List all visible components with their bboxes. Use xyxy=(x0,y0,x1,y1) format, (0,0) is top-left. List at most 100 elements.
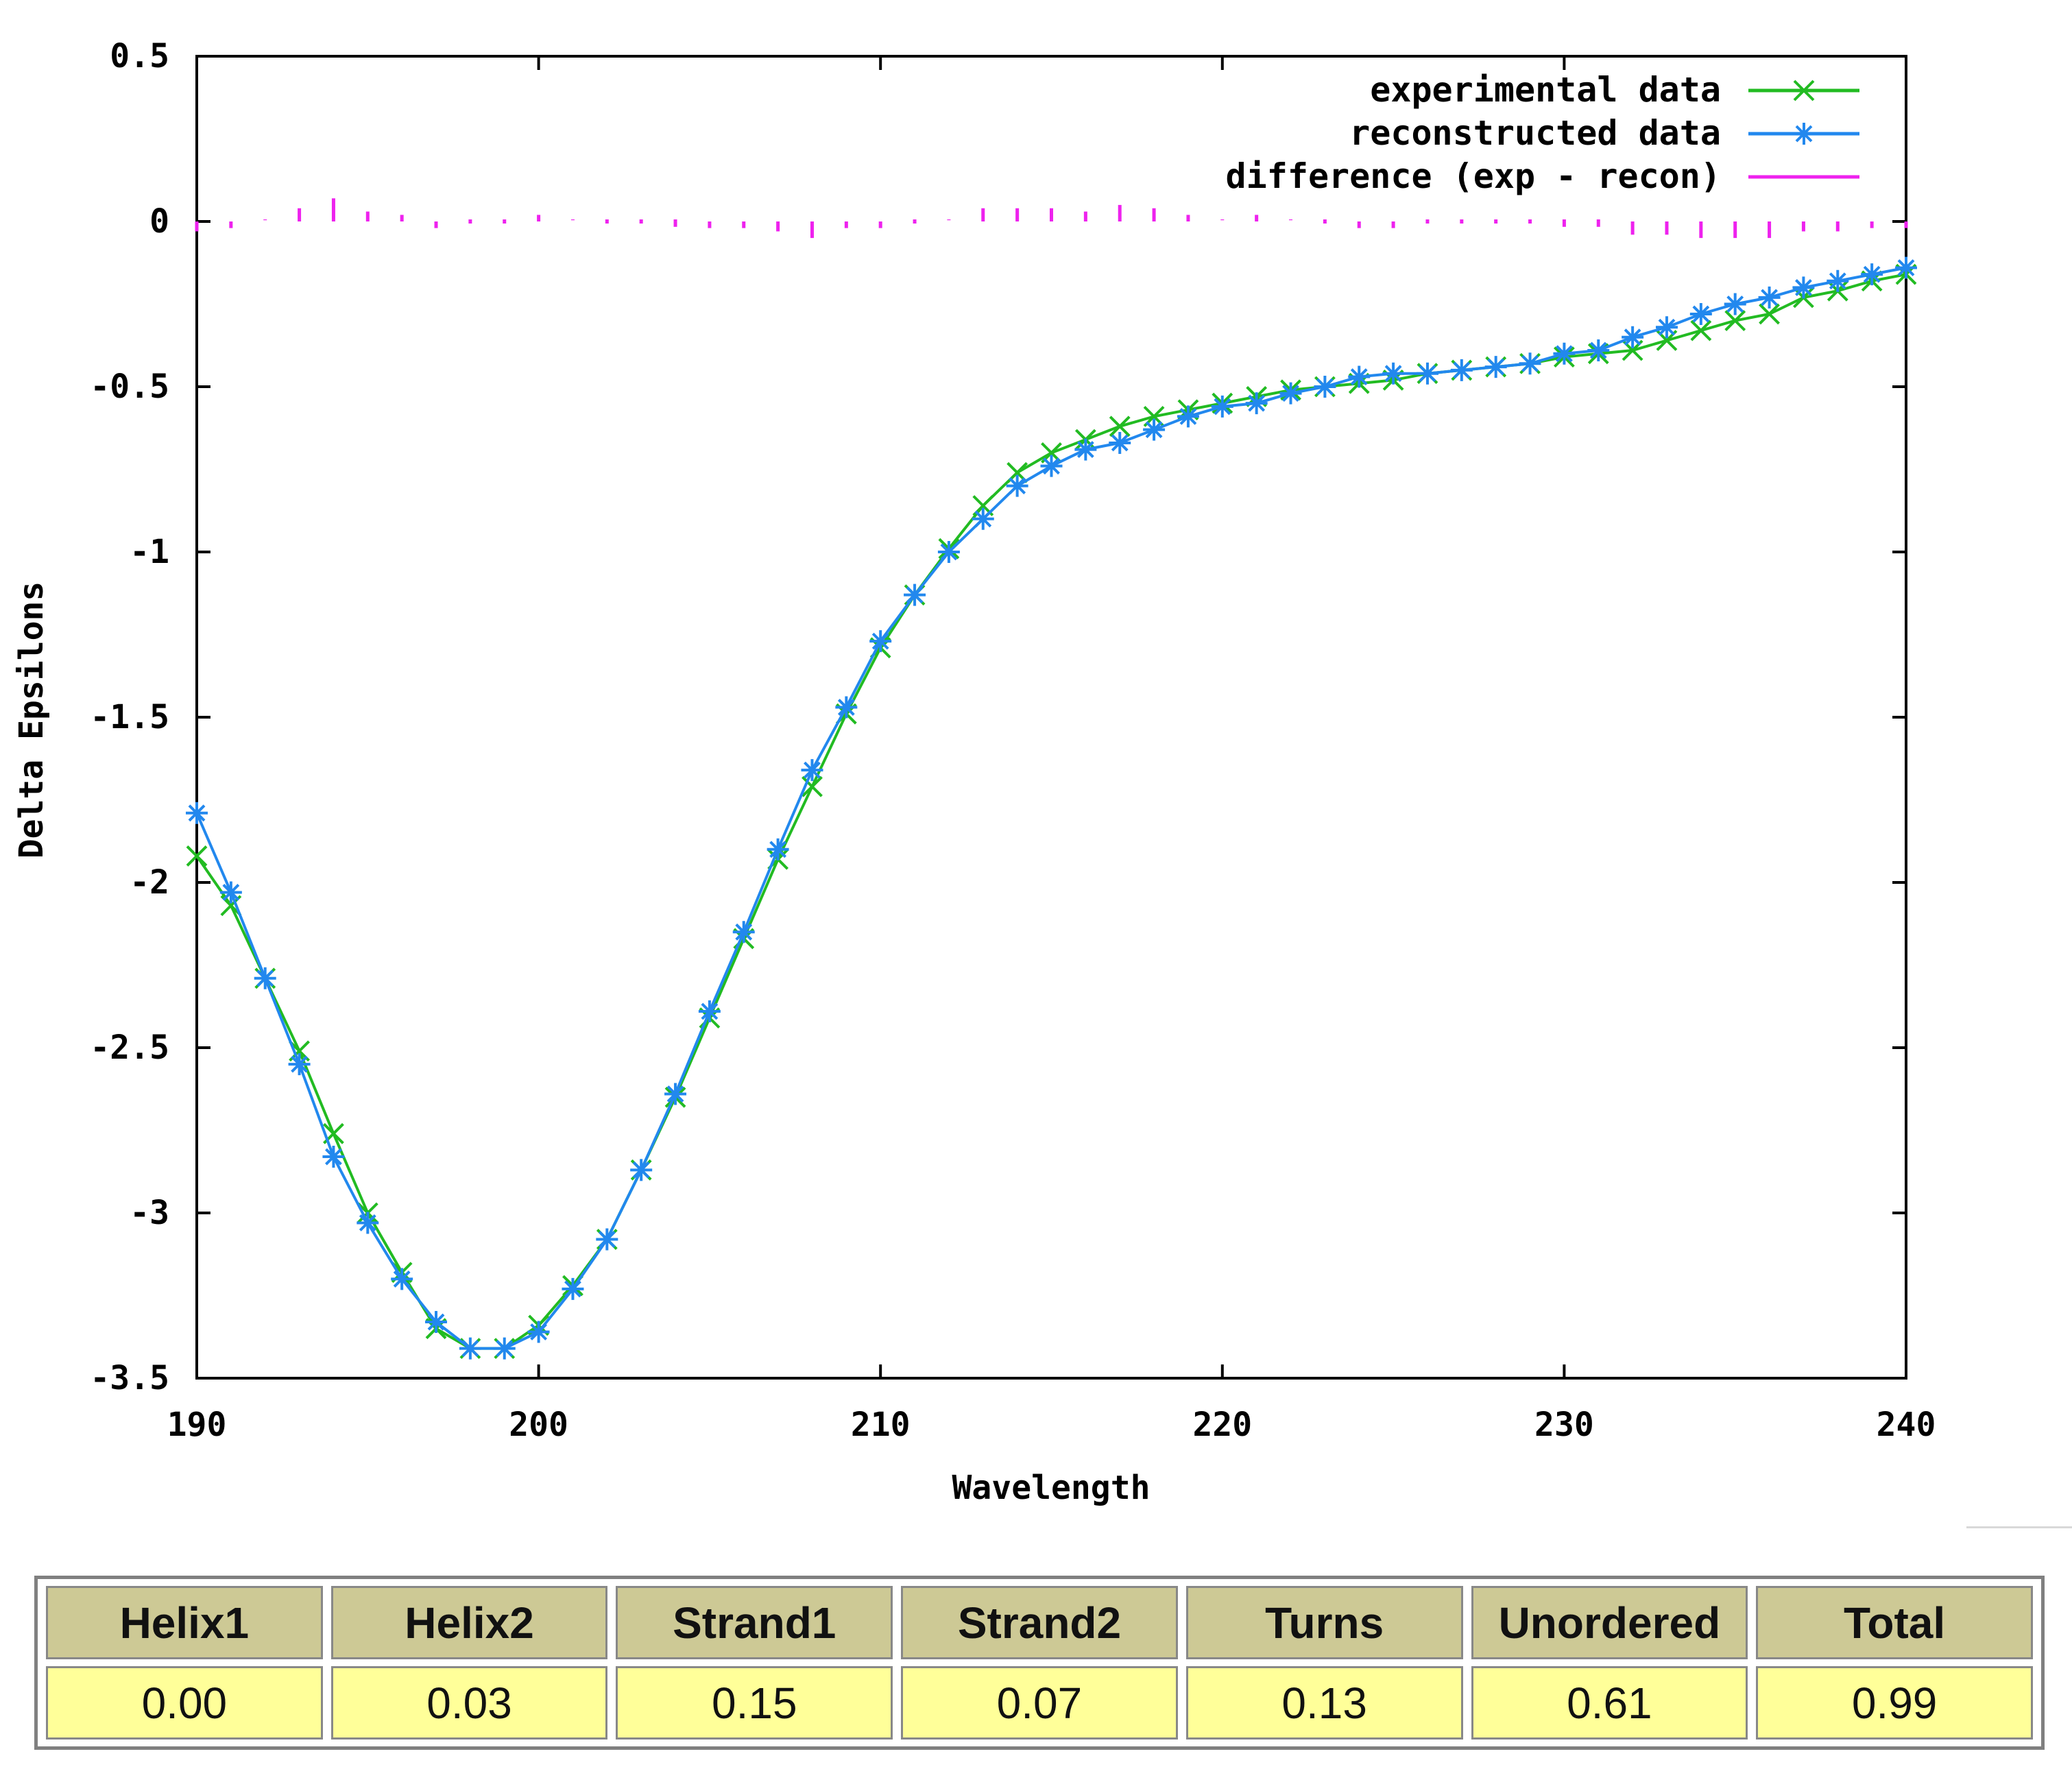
reconstructed-point xyxy=(219,881,242,904)
reconstructed-point xyxy=(835,696,858,719)
header-total: Total xyxy=(1756,1586,2033,1659)
reconstructed-point xyxy=(562,1277,584,1300)
legend-sample-marker xyxy=(1793,80,1815,101)
reconstructed-point xyxy=(288,1053,311,1076)
reconstructed-point xyxy=(1177,405,1199,428)
reconstructed-point xyxy=(1689,302,1712,325)
reconstructed-point xyxy=(186,802,208,824)
x-tick-label: 190 xyxy=(167,1406,227,1444)
reconstructed-point xyxy=(1382,362,1405,385)
series-0 xyxy=(186,263,1917,1360)
reconstructed-point xyxy=(1143,418,1166,441)
y-tick-label: -2 xyxy=(130,863,169,902)
reconstructed-point xyxy=(1622,326,1644,348)
y-tick-label: -3.5 xyxy=(90,1359,169,1397)
reconstructed-line xyxy=(195,266,1907,1350)
reconstructed-point xyxy=(1348,365,1371,388)
reconstructed-point xyxy=(1040,455,1063,477)
reconstructed-point xyxy=(869,630,892,653)
y-tick-label: -3 xyxy=(130,1194,169,1232)
reconstructed-point xyxy=(1861,263,1883,286)
cd-spectrum-chart: 0.5 0 -0.5 -1 -1.5 -2 -2.5 -3 -3.5 190 200 210 220 2… xyxy=(12,37,1936,1507)
reconstructed-point xyxy=(664,1083,687,1105)
reconstructed-point xyxy=(391,1268,413,1290)
reconstructed-point xyxy=(1245,392,1268,415)
reconstructed-point xyxy=(767,838,789,861)
header-helix1: Helix1 xyxy=(46,1586,323,1659)
reconstructed-point xyxy=(459,1337,481,1360)
series-layer xyxy=(186,198,1917,1360)
experimental-point xyxy=(802,775,823,797)
series-2 xyxy=(195,198,1908,239)
reconstructed-point xyxy=(1724,293,1746,315)
y-tick-label: -1 xyxy=(130,533,169,571)
reconstructed-point xyxy=(357,1212,379,1234)
value-turns: 0.13 xyxy=(1185,1666,1463,1740)
reconstructed-point xyxy=(801,759,823,782)
experimental-line xyxy=(195,273,1907,1350)
x-tick-label: 200 xyxy=(509,1406,568,1444)
legend-samples xyxy=(1748,80,1859,179)
table-value-row: 0.00 0.03 0.15 0.07 0.13 0.61 0.99 xyxy=(46,1666,2033,1740)
y-tick-label: -1.5 xyxy=(90,698,169,736)
reconstructed-point xyxy=(1519,352,1541,375)
reconstructed-point xyxy=(1314,376,1336,398)
experimental-point xyxy=(186,845,208,867)
reconstructed-point xyxy=(254,967,276,989)
value-helix2: 0.03 xyxy=(330,1666,608,1740)
reconstructed-point xyxy=(1006,474,1028,497)
reconstructed-point xyxy=(698,1000,721,1022)
reconstructed-point xyxy=(937,541,960,563)
experimental-point xyxy=(1690,320,1712,341)
header-strand1: Strand1 xyxy=(616,1586,893,1659)
x-tick-labels: 190 200 210 220 230 240 xyxy=(167,1406,1936,1444)
legend-label-reconstructed: reconstructed data xyxy=(1349,113,1721,153)
y-tick-label: 0.5 xyxy=(110,37,169,75)
reconstructed-point xyxy=(1827,269,1849,292)
value-strand1: 0.15 xyxy=(616,1666,893,1740)
experimental-point xyxy=(1724,310,1746,332)
y-tick-label: -0.5 xyxy=(90,368,169,406)
experimental-point xyxy=(1109,416,1131,437)
legend-label-experimental: experimental data xyxy=(1370,70,1721,110)
legend-sample-marker xyxy=(1793,123,1815,145)
reconstructed-point xyxy=(425,1311,448,1334)
reconstructed-point xyxy=(1553,342,1576,365)
reconstructed-point xyxy=(1211,395,1233,418)
reconstructed-point xyxy=(1416,362,1438,385)
reconstructed-point xyxy=(904,583,926,606)
x-tick-label: 240 xyxy=(1877,1406,1936,1444)
axis-ticks xyxy=(195,55,1907,1380)
reconstructed-point xyxy=(630,1159,653,1181)
header-helix2: Helix2 xyxy=(330,1586,608,1659)
reconstructed-point xyxy=(596,1228,618,1251)
legend: experimental data reconstructed data dif… xyxy=(1226,70,1859,196)
reconstructed-point xyxy=(493,1337,516,1360)
reconstructed-point xyxy=(1109,431,1131,454)
reconstructed-point xyxy=(1587,339,1610,361)
secondary-structure-table: Helix1 Helix2 Strand1 Strand2 Turns Unor… xyxy=(34,1576,2045,1750)
reconstructed-point xyxy=(1792,276,1815,299)
x-axis-title: Wavelength xyxy=(952,1469,1151,1507)
reconstructed-point xyxy=(972,507,994,530)
legend-label-difference: difference (exp - recon) xyxy=(1226,156,1721,196)
reconstructed-point xyxy=(1895,256,1917,279)
header-unordered: Unordered xyxy=(1471,1586,1748,1659)
x-tick-label: 220 xyxy=(1192,1406,1252,1444)
x-tick-label: 230 xyxy=(1534,1406,1594,1444)
reconstructed-point xyxy=(732,921,755,943)
header-strand2: Strand2 xyxy=(901,1586,1178,1659)
reconstructed-point xyxy=(1279,382,1302,405)
y-tick-label: 0 xyxy=(149,202,169,241)
reconstructed-point xyxy=(1758,286,1781,309)
reconstructed-point xyxy=(1655,316,1678,339)
reconstructed-point xyxy=(527,1321,550,1343)
y-tick-label: -2.5 xyxy=(90,1028,169,1067)
value-strand2: 0.07 xyxy=(901,1666,1178,1740)
experimental-point xyxy=(1759,303,1780,325)
y-tick-labels: 0.5 0 -0.5 -1 -1.5 -2 -2.5 -3 -3.5 xyxy=(90,37,169,1397)
value-total: 0.99 xyxy=(1756,1666,2033,1740)
value-helix1: 0.00 xyxy=(46,1666,323,1740)
reconstructed-point xyxy=(1484,356,1507,378)
reconstructed-point xyxy=(1450,359,1473,381)
